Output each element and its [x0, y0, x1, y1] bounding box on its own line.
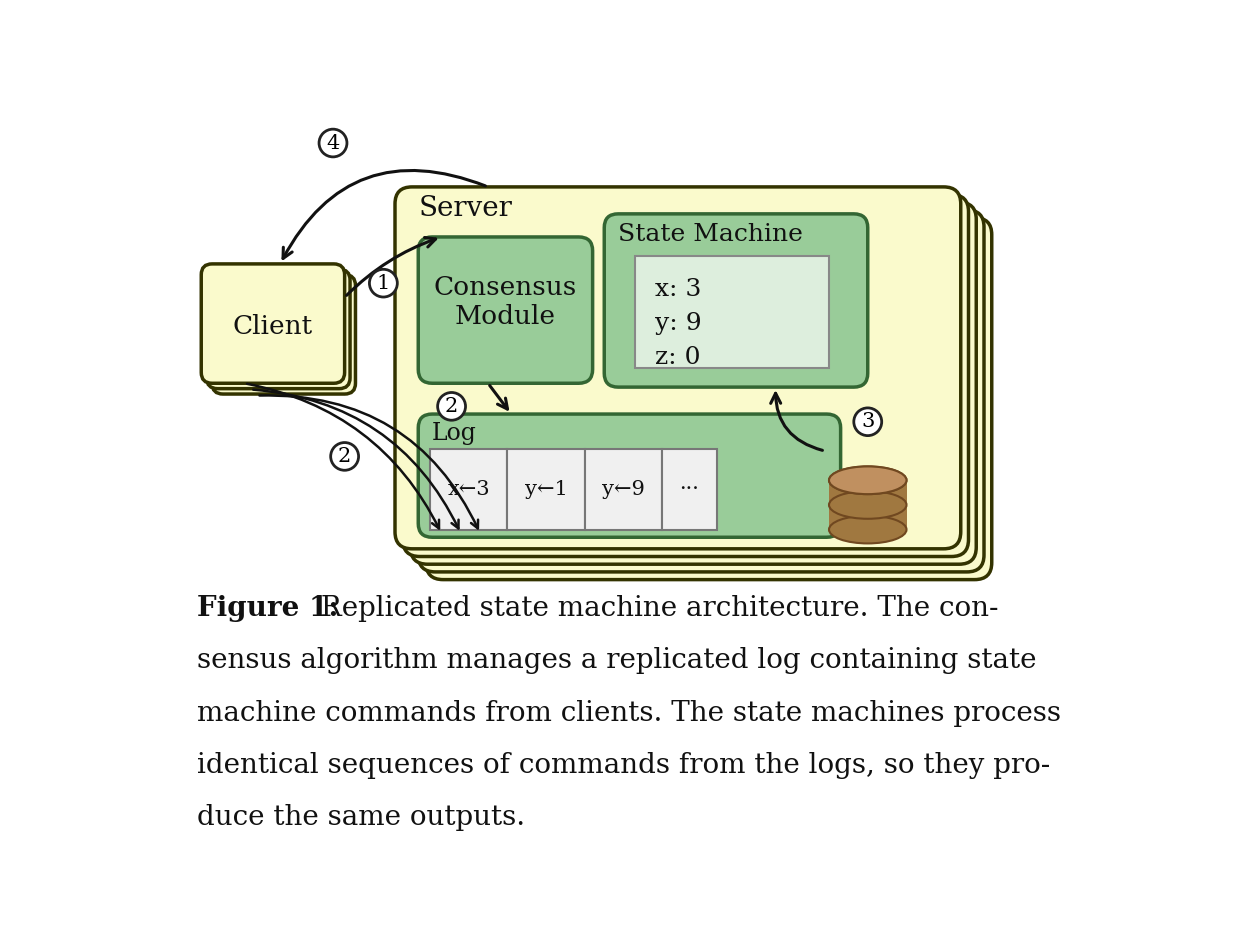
Text: y←9: y←9 [602, 480, 645, 499]
Text: 2: 2 [444, 397, 458, 416]
FancyBboxPatch shape [202, 264, 344, 383]
FancyBboxPatch shape [212, 275, 355, 394]
Text: 3: 3 [862, 412, 874, 431]
FancyBboxPatch shape [402, 194, 968, 556]
Text: y←1: y←1 [525, 480, 567, 499]
Ellipse shape [829, 466, 906, 494]
FancyBboxPatch shape [604, 214, 868, 387]
Text: Client: Client [233, 314, 313, 339]
Text: State Machine: State Machine [618, 223, 803, 246]
Circle shape [331, 443, 359, 470]
FancyBboxPatch shape [418, 237, 593, 383]
Text: 4: 4 [327, 134, 339, 153]
Circle shape [854, 408, 881, 436]
Text: Replicated state machine architecture. The con-: Replicated state machine architecture. T… [312, 595, 999, 622]
Text: ···: ··· [680, 480, 699, 499]
Ellipse shape [829, 516, 906, 543]
Text: Log: Log [432, 422, 477, 445]
FancyBboxPatch shape [662, 448, 717, 530]
Ellipse shape [829, 491, 906, 519]
FancyBboxPatch shape [829, 505, 906, 530]
Text: x: 3: x: 3 [655, 278, 701, 301]
FancyBboxPatch shape [430, 448, 508, 530]
Text: 1: 1 [376, 274, 390, 293]
FancyBboxPatch shape [411, 202, 977, 564]
FancyBboxPatch shape [635, 256, 829, 368]
Text: z: 0: z: 0 [655, 345, 701, 369]
FancyBboxPatch shape [418, 414, 841, 538]
FancyBboxPatch shape [207, 269, 350, 389]
Circle shape [319, 129, 347, 156]
Circle shape [369, 269, 397, 297]
Text: Server: Server [418, 194, 513, 222]
FancyBboxPatch shape [829, 481, 906, 505]
Text: sensus algorithm manages a replicated log containing state: sensus algorithm manages a replicated lo… [197, 647, 1037, 674]
FancyBboxPatch shape [426, 218, 992, 579]
Text: 2: 2 [338, 447, 352, 465]
Text: Consensus
Module: Consensus Module [433, 276, 577, 329]
FancyBboxPatch shape [584, 448, 662, 530]
Text: identical sequences of commands from the logs, so they pro-: identical sequences of commands from the… [197, 752, 1051, 779]
FancyBboxPatch shape [508, 448, 584, 530]
FancyBboxPatch shape [418, 210, 984, 572]
Text: x←3: x←3 [447, 480, 490, 499]
Text: machine commands from clients. The state machines process: machine commands from clients. The state… [197, 700, 1061, 727]
FancyBboxPatch shape [395, 187, 961, 549]
Ellipse shape [829, 466, 906, 494]
Text: y: 9: y: 9 [655, 312, 701, 335]
Text: Figure 1:: Figure 1: [197, 595, 339, 622]
Circle shape [437, 392, 465, 420]
Text: duce the same outputs.: duce the same outputs. [197, 805, 525, 831]
